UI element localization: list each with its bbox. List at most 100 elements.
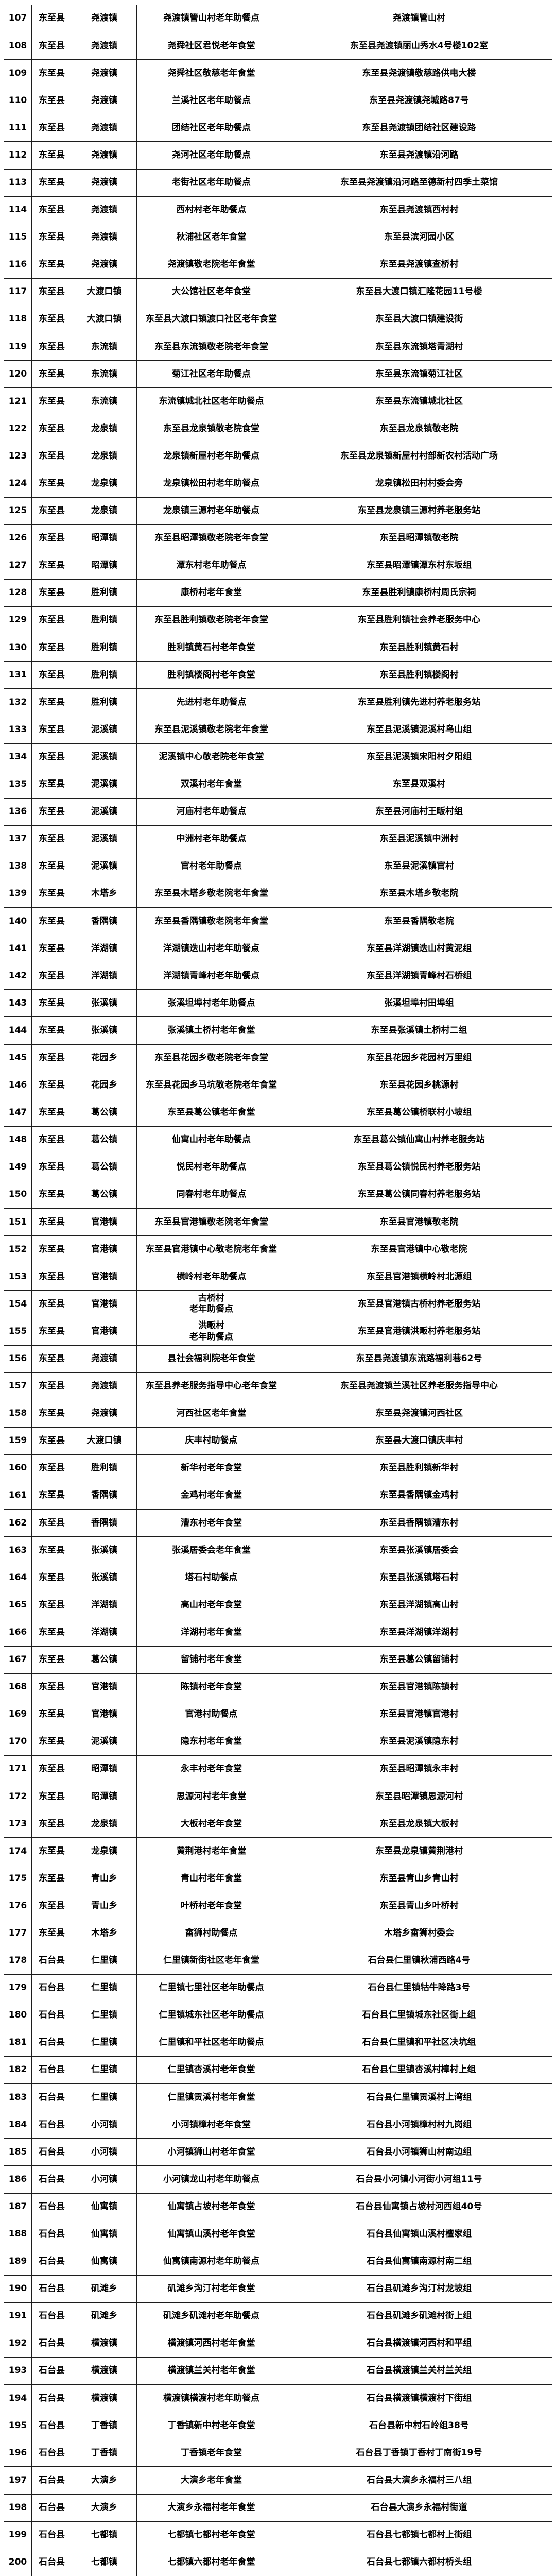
row-number-cell: 145	[4, 1044, 32, 1072]
address-cell: 东至县葛公镇悦民村养老服务站	[358, 1162, 480, 1173]
table-row: 126 东至县 昭潭镇 东至县昭潭镇敬老院老年食堂 东至县昭潭镇敬老院	[4, 524, 552, 552]
site-name-cell: 官村老年助餐点	[137, 853, 286, 880]
county-cell: 东至县	[32, 1400, 72, 1427]
county-cell: 东至县	[32, 552, 72, 579]
row-number-cell: 176	[4, 1892, 32, 1920]
county-cell: 东至县	[32, 1154, 72, 1181]
county-cell: 东至县	[32, 1126, 72, 1154]
row-number-cell: 126	[4, 524, 32, 552]
row-number-cell: 200	[4, 2549, 32, 2576]
town-cell: 仁里镇	[72, 2057, 137, 2084]
county-cell: 东至县	[32, 1044, 72, 1072]
county-cell: 石台县	[32, 2002, 72, 2029]
address-cell: 东至县尧渡镇东流路福利巷62号	[356, 1353, 482, 1364]
town-cell: 龙泉镇	[72, 497, 137, 524]
site-name-cell: 大公馆社区老年食堂	[137, 278, 286, 306]
site-name-cell: 胜利镇黄石村老年食堂	[137, 634, 286, 662]
row-number-cell: 153	[4, 1263, 32, 1291]
table-row: 191 石台县 矶滩乡 矶滩乡矶滩村老年助餐点 石台县矶滩乡矶滩村街上组	[4, 2302, 552, 2330]
row-number-cell: 119	[4, 333, 32, 361]
table-row: 132 东至县 胜利镇 先进村老年助餐点 东至县胜利镇先进村养老服务站	[4, 689, 552, 717]
row-number-cell: 159	[4, 1427, 32, 1454]
town-cell: 昭潭镇	[72, 1756, 137, 1783]
table-row: 112 东至县 尧渡镇 尧河社区老年助餐点 东至县尧渡镇沿河路	[4, 142, 552, 170]
row-number-cell: 189	[4, 2248, 32, 2275]
table-row: 146 东至县 花园乡 东至县花园乡马坑敬老院老年食堂 东至县花园乡桃源村	[4, 1072, 552, 1099]
row-number-cell: 192	[4, 2330, 32, 2358]
site-name-cell: 先进村老年助餐点	[137, 689, 286, 716]
county-cell: 东至县	[32, 1810, 72, 1838]
town-cell: 仁里镇	[72, 1947, 137, 1974]
address-cell: 东至县花园乡花园村万里组	[367, 1052, 472, 1063]
site-name-cell: 秋浦社区老年食堂	[137, 224, 286, 251]
site-name-cell: 东至县昭潭镇敬老院老年食堂	[137, 524, 286, 552]
site-name-cell: 古桥村 老年助餐点	[137, 1291, 286, 1318]
site-name-cell: 仁里镇和平社区老年助餐点	[137, 2029, 286, 2057]
town-cell: 龙泉镇	[72, 470, 137, 497]
county-cell: 东至县	[32, 224, 72, 251]
row-number-cell: 195	[4, 2412, 32, 2439]
town-cell: 尧渡镇	[72, 251, 137, 278]
row-number-cell: 150	[4, 1181, 32, 1209]
town-cell: 木塔乡	[72, 1920, 137, 1947]
site-name-cell: 官港村助餐点	[137, 1701, 286, 1728]
row-number-cell: 182	[4, 2057, 32, 2084]
site-name-cell: 洋湖村老年食堂	[137, 1619, 286, 1646]
site-name-cell: 尧渡镇管山村老年助餐点	[137, 5, 286, 32]
table-row: 163 东至县 张溪镇 张溪居委会老年食堂 东至县张溪镇居委会	[4, 1537, 552, 1565]
town-cell: 花园乡	[72, 1072, 137, 1099]
town-cell: 尧渡镇	[72, 1345, 137, 1372]
address-cell: 东至县滨河园小区	[384, 232, 454, 243]
town-cell: 龙泉镇	[72, 443, 137, 470]
town-cell: 葛公镇	[72, 1646, 137, 1673]
town-cell: 龙泉镇	[72, 415, 137, 443]
row-number-cell: 169	[4, 1701, 32, 1728]
address-cell: 石台县横渡镇兰关村兰关组	[367, 2365, 472, 2376]
address-cell: 石台县横渡镇横渡村下街组	[367, 2393, 472, 2403]
town-cell: 青山乡	[72, 1892, 137, 1920]
county-cell: 东至县	[32, 1072, 72, 1099]
county-cell: 东至县	[32, 1345, 72, 1372]
county-cell: 石台县	[32, 2549, 72, 2576]
site-name-cell: 丁香镇老年食堂	[137, 2439, 286, 2467]
row-number-cell: 172	[4, 1783, 32, 1810]
row-number-cell: 117	[4, 278, 32, 306]
county-cell: 东至县	[32, 634, 72, 662]
address-cell: 东至县官港镇古桥村养老服务站	[358, 1298, 480, 1309]
row-number-cell: 186	[4, 2166, 32, 2193]
site-name-cell: 小河镇狮山村老年食堂	[137, 2139, 286, 2166]
county-cell: 东至县	[32, 278, 72, 306]
county-cell: 东至县	[32, 1701, 72, 1728]
row-number-cell: 112	[4, 142, 32, 169]
county-cell: 东至县	[32, 825, 72, 853]
site-name-cell: 漕东村老年食堂	[137, 1510, 286, 1537]
site-name-cell: 胜利镇楼阁村老年食堂	[137, 662, 286, 689]
site-name-cell: 河庙村老年助餐点	[137, 798, 286, 825]
address-cell: 东至县双溪村	[393, 779, 445, 790]
town-cell: 泥溪镇	[72, 798, 137, 825]
site-name-cell: 叶桥村老年食堂	[137, 1892, 286, 1920]
county-cell: 东至县	[32, 880, 72, 908]
row-number-cell: 129	[4, 607, 32, 634]
county-cell: 东至县	[32, 607, 72, 634]
table-row: 149 东至县 葛公镇 悦民村老年助餐点 东至县葛公镇悦民村养老服务站	[4, 1154, 552, 1182]
table-row: 175 东至县 青山乡 青山村老年食堂 东至县青山乡青山村	[4, 1865, 552, 1893]
county-cell: 东至县	[32, 1619, 72, 1646]
address-cell: 东至县尧渡镇沿河路	[379, 149, 459, 160]
row-number-cell: 140	[4, 908, 32, 935]
row-number-cell: 196	[4, 2439, 32, 2467]
table-row: 150 东至县 葛公镇 同春村老年助餐点 东至县葛公镇同春村养老服务站	[4, 1181, 552, 1209]
county-cell: 东至县	[32, 196, 72, 224]
county-cell: 东至县	[32, 1099, 72, 1126]
table-row: 115 东至县 尧渡镇 秋浦社区老年食堂 东至县滨河园小区	[4, 224, 552, 251]
row-number-cell: 110	[4, 87, 32, 114]
site-name-cell: 高山村老年食堂	[137, 1591, 286, 1619]
table-row: 137 东至县 泥溪镇 中洲村老年助餐点 东至县泥溪镇中洲村	[4, 825, 552, 853]
address-cell: 石台县七都镇六都村桥头组	[367, 2557, 472, 2568]
site-name-cell: 东至县花园乡敬老院老年食堂	[137, 1044, 286, 1072]
address-cell: 东至县官港镇中心敬老院	[371, 1244, 467, 1255]
row-number-cell: 124	[4, 470, 32, 497]
table-row: 119 东至县 东流镇 东至县东流镇敬老院老年食堂 东至县东流镇塔青湖村	[4, 333, 552, 361]
town-cell: 仁里镇	[72, 2084, 137, 2111]
county-cell: 石台县	[32, 2193, 72, 2221]
